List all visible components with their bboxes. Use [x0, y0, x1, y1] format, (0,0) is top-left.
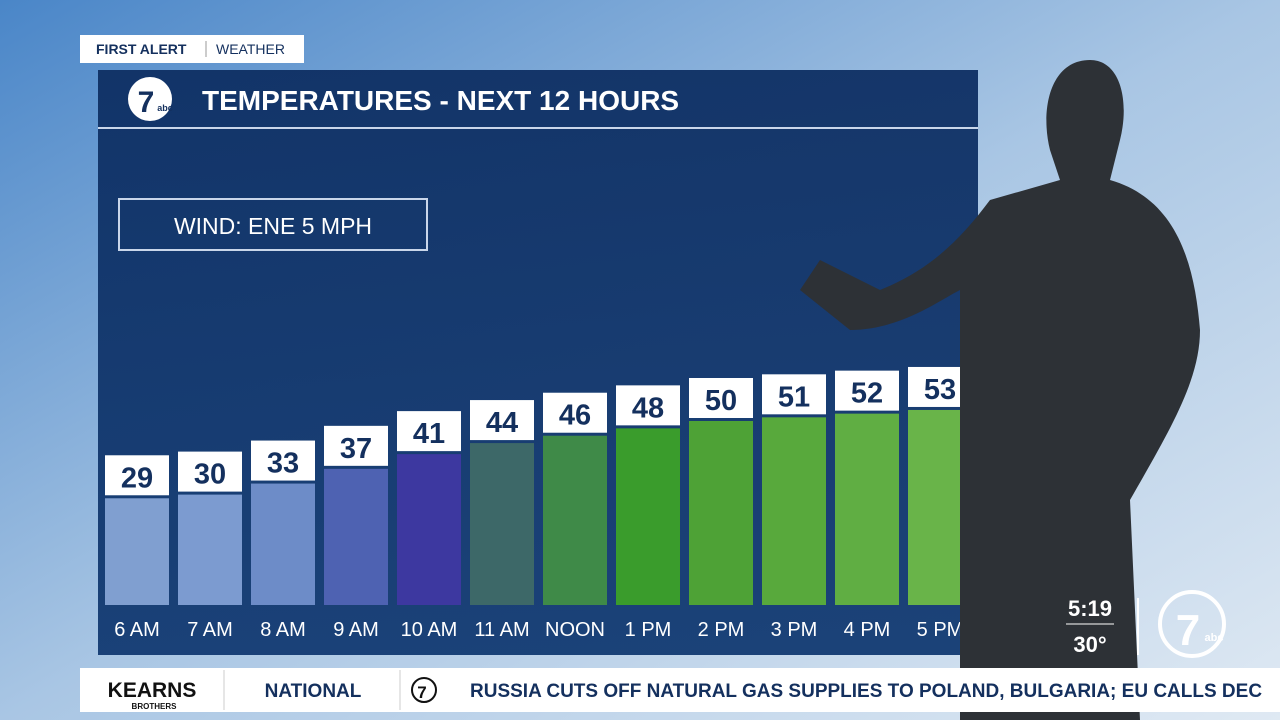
annotation-box [118, 198, 428, 251]
value-label-box [470, 400, 534, 441]
category-label: 11 AM [474, 619, 529, 641]
value-label: 52 [851, 378, 883, 410]
value-label: 44 [486, 407, 518, 439]
chart-panel [98, 70, 978, 655]
category-label: 10 AM [401, 619, 458, 641]
bar [470, 443, 534, 605]
value-label-box [543, 392, 607, 433]
bar [762, 417, 826, 605]
bar [105, 498, 169, 605]
clock-temperature: 30° [1073, 632, 1106, 657]
bug-logo [1158, 590, 1226, 658]
category-label: 9 AM [333, 619, 379, 641]
presenter [800, 60, 1200, 720]
value-label-box [616, 385, 680, 426]
bug-logo-network: abc [1205, 632, 1224, 644]
value-label: 46 [559, 400, 591, 432]
value-label: 29 [121, 462, 153, 494]
value-label: 33 [267, 448, 299, 480]
value-label-box [105, 455, 169, 496]
header-tag [80, 35, 304, 63]
value-label-box [178, 451, 242, 492]
value-label-box [835, 370, 899, 411]
logo-network: abc [157, 103, 173, 113]
value-label-box [397, 411, 461, 452]
bar [543, 435, 607, 605]
bar [397, 454, 461, 605]
bar [324, 468, 388, 605]
bar [178, 494, 242, 605]
category-label: 2 PM [698, 619, 745, 641]
category-label: 8 AM [260, 619, 306, 641]
annotation: WIND: ENE 5 MPH [174, 213, 372, 239]
ticker-logo-number: 7 [417, 683, 426, 702]
value-label: 51 [778, 381, 810, 413]
bar [616, 428, 680, 605]
header-section: WEATHER [216, 41, 285, 57]
chart-title: TEMPERATURES - NEXT 12 HOURS [202, 85, 679, 116]
station-logo [128, 77, 172, 121]
value-label: 30 [194, 459, 226, 491]
ticker-sponsor: KEARNS [108, 679, 197, 702]
bar [689, 421, 753, 605]
value-label-box [324, 425, 388, 466]
ticker-headline: RUSSIA CUTS OFF NATURAL GAS SUPPLIES TO … [470, 681, 1262, 702]
ticker-logo [411, 677, 437, 703]
bar [251, 483, 315, 605]
value-label-box [762, 374, 826, 415]
category-label: 7 AM [187, 619, 233, 641]
value-label-box [251, 440, 315, 481]
ticker-label: NATIONAL [265, 681, 362, 702]
category-label: NOON [545, 619, 605, 641]
bug-logo-number: 7 [1176, 606, 1200, 655]
bars: 29 6 AM 30 7 AM 33 8 AM 37 9 AM 41 10 AM 44 11 AM 46… [105, 366, 972, 641]
category-label: 5 PM [917, 619, 964, 641]
value-label: 37 [340, 433, 372, 465]
clock-time: 5:19 [1068, 596, 1112, 621]
category-label: 3 PM [771, 619, 818, 641]
category-label: 6 AM [114, 619, 160, 641]
ticker-bar [80, 668, 1280, 712]
value-label: 50 [705, 385, 737, 417]
header-brand: FIRST ALERT [96, 41, 187, 57]
value-label: 41 [413, 418, 445, 450]
value-label: 53 [924, 374, 956, 406]
category-label: 1 PM [625, 619, 672, 641]
value-label-box [689, 378, 753, 418]
value-label: 48 [632, 392, 664, 424]
bar [835, 413, 899, 605]
logo-number: 7 [138, 86, 155, 119]
category-label: 4 PM [844, 619, 891, 641]
ticker-sponsor-sub: BROTHERS [132, 702, 178, 711]
